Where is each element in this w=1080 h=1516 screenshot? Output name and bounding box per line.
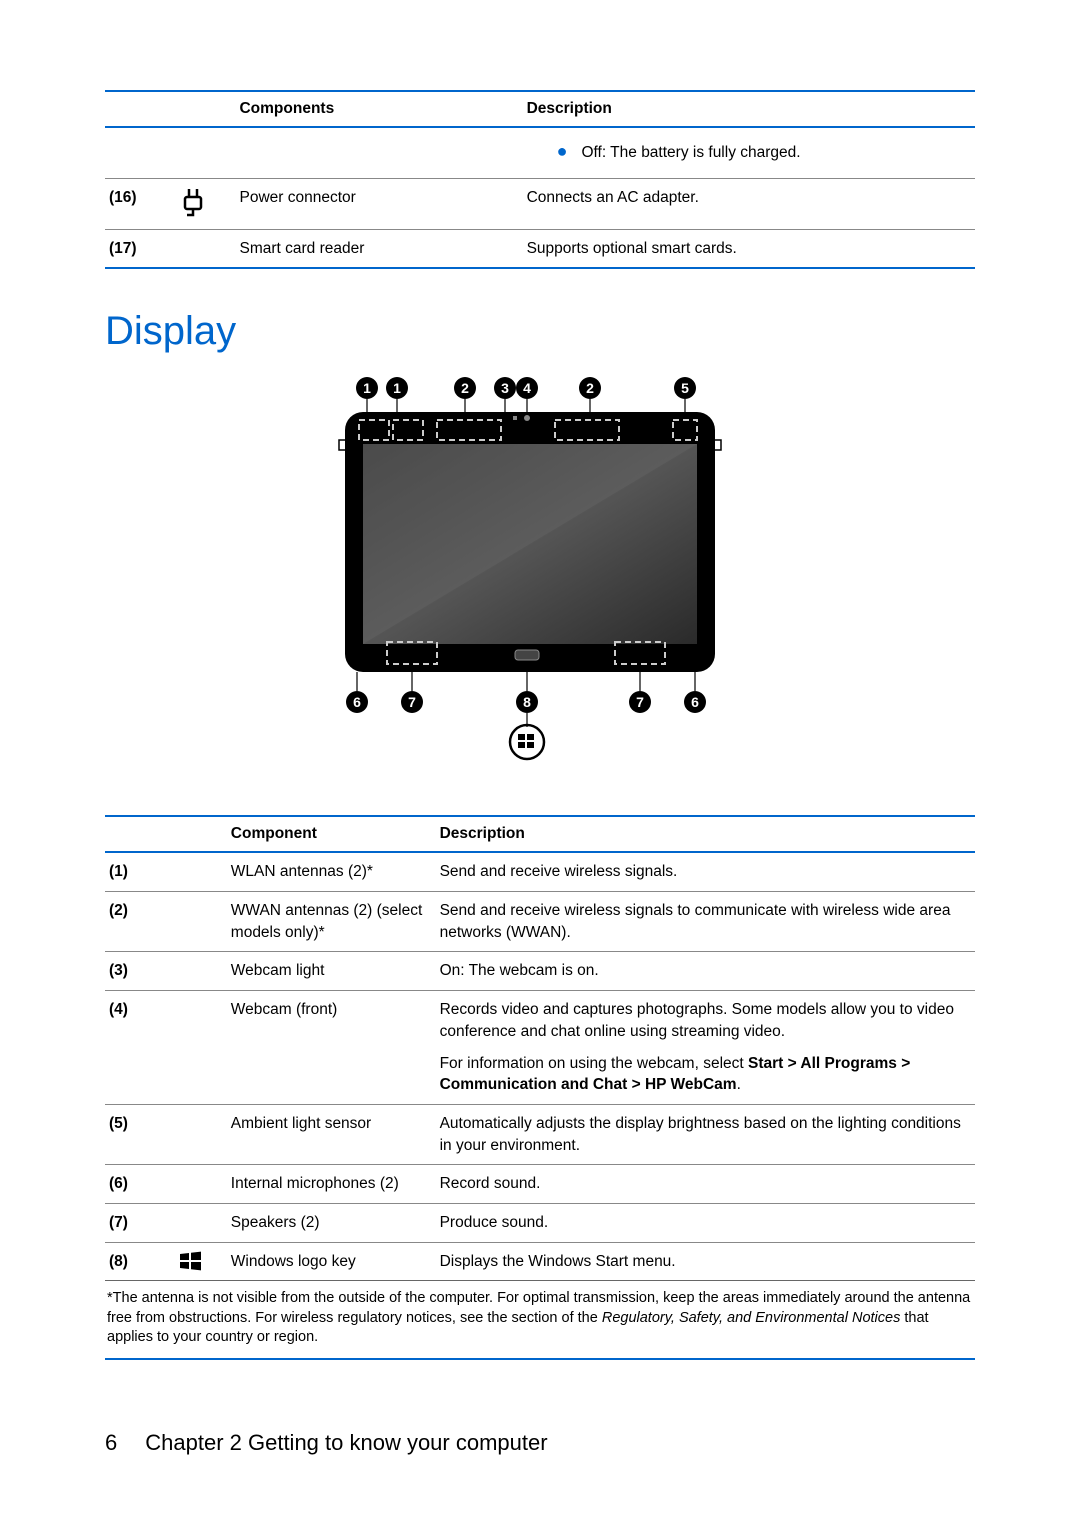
table-row: (8) Windows logo key Displays the Window… (105, 1242, 975, 1280)
row-number: (2) (105, 892, 175, 952)
table-row: (16) Power connector Connects an AC adap… (105, 178, 975, 229)
svg-text:7: 7 (408, 694, 416, 710)
th-blank (105, 817, 175, 851)
svg-text:5: 5 (681, 380, 689, 396)
row-desc: Records video and captures photographs. … (436, 991, 975, 1105)
row-desc: Send and receive wireless signals to com… (436, 892, 975, 952)
row-number: (5) (105, 1104, 175, 1164)
bullet-cell: ● Off: The battery is fully charged. (523, 128, 975, 178)
th-component: Component (227, 817, 436, 851)
table-row: (4) Webcam (front) Records video and cap… (105, 991, 975, 1105)
th-components: Components (235, 92, 522, 126)
bullet-icon: ● (557, 142, 568, 164)
row-desc: Displays the Windows Start menu. (436, 1242, 975, 1280)
table-row: (2) WWAN antennas (2) (select models onl… (105, 892, 975, 952)
row-desc: Connects an AC adapter. (523, 178, 975, 229)
chapter-title: Chapter 2 Getting to know your computer (145, 1430, 547, 1456)
row-number: (7) (105, 1203, 175, 1242)
row-label: Webcam (front) (227, 991, 436, 1105)
svg-text:2: 2 (461, 380, 469, 396)
row-label: Ambient light sensor (227, 1104, 436, 1164)
row-number: (17) (105, 229, 175, 267)
components-table-1: Components Description ● Off: The batter… (105, 92, 975, 267)
svg-text:3: 3 (501, 380, 509, 396)
svg-text:2: 2 (586, 380, 594, 396)
display-diagram: 1 1 2 3 4 2 5 (105, 372, 975, 797)
section-heading-display: Display (105, 309, 975, 354)
row-label: Speakers (2) (227, 1203, 436, 1242)
row-desc: Send and receive wireless signals. (436, 853, 975, 891)
row-label: Smart card reader (235, 229, 522, 267)
table-row: (6) Internal microphones (2) Record soun… (105, 1165, 975, 1204)
th-description: Description (523, 92, 975, 126)
row-desc: Record sound. (436, 1165, 975, 1204)
svg-text:7: 7 (636, 694, 644, 710)
row-number: (4) (105, 991, 175, 1105)
page-footer: 6 Chapter 2 Getting to know your compute… (105, 1430, 975, 1456)
row-label: WLAN antennas (2)* (227, 853, 436, 891)
row-label: Windows logo key (227, 1242, 436, 1280)
row-label: Power connector (235, 178, 522, 229)
row-label: WWAN antennas (2) (select models only)* (227, 892, 436, 952)
row-number: (1) (105, 853, 175, 891)
svg-text:1: 1 (363, 380, 371, 396)
row-number: (8) (105, 1242, 175, 1280)
footnote-text: *The antenna is not visible from the out… (105, 1281, 975, 1358)
desc-p1: Records video and captures photographs. … (440, 999, 971, 1042)
row-number: (16) (105, 178, 175, 229)
row-number: (6) (105, 1165, 175, 1204)
row-number: (3) (105, 952, 175, 991)
svg-text:4: 4 (523, 380, 531, 396)
table1-bottom-rule (105, 267, 975, 269)
table2-bottom-rule (105, 1358, 975, 1360)
th-blank (175, 92, 236, 126)
row-label: Webcam light (227, 952, 436, 991)
bullet-text: Off: The battery is fully charged. (581, 142, 800, 164)
windows-logo-icon (175, 1242, 227, 1280)
svg-text:6: 6 (353, 694, 361, 710)
th-description: Description (436, 817, 975, 851)
power-connector-icon (175, 178, 236, 229)
th-blank (105, 92, 175, 126)
svg-text:1: 1 (393, 380, 401, 396)
row-label: Internal microphones (2) (227, 1165, 436, 1204)
row-desc: Produce sound. (436, 1203, 975, 1242)
desc-p2: For information on using the webcam, sel… (440, 1053, 971, 1096)
table-row: (5) Ambient light sensor Automatically a… (105, 1104, 975, 1164)
svg-text:6: 6 (691, 694, 699, 710)
table-row: (17) Smart card reader Supports optional… (105, 229, 975, 267)
svg-text:8: 8 (523, 694, 531, 710)
components-table-2: Component Description (1) WLAN antennas … (105, 817, 975, 1280)
table-row: (3) Webcam light On: The webcam is on. (105, 952, 975, 991)
row-desc: Supports optional smart cards. (523, 229, 975, 267)
th-blank (175, 817, 227, 851)
row-desc: Automatically adjusts the display bright… (436, 1104, 975, 1164)
page-number: 6 (105, 1430, 117, 1456)
row-desc: On: The webcam is on. (436, 952, 975, 991)
table-row: (1) WLAN antennas (2)* Send and receive … (105, 853, 975, 891)
table-row: (7) Speakers (2) Produce sound. (105, 1203, 975, 1242)
